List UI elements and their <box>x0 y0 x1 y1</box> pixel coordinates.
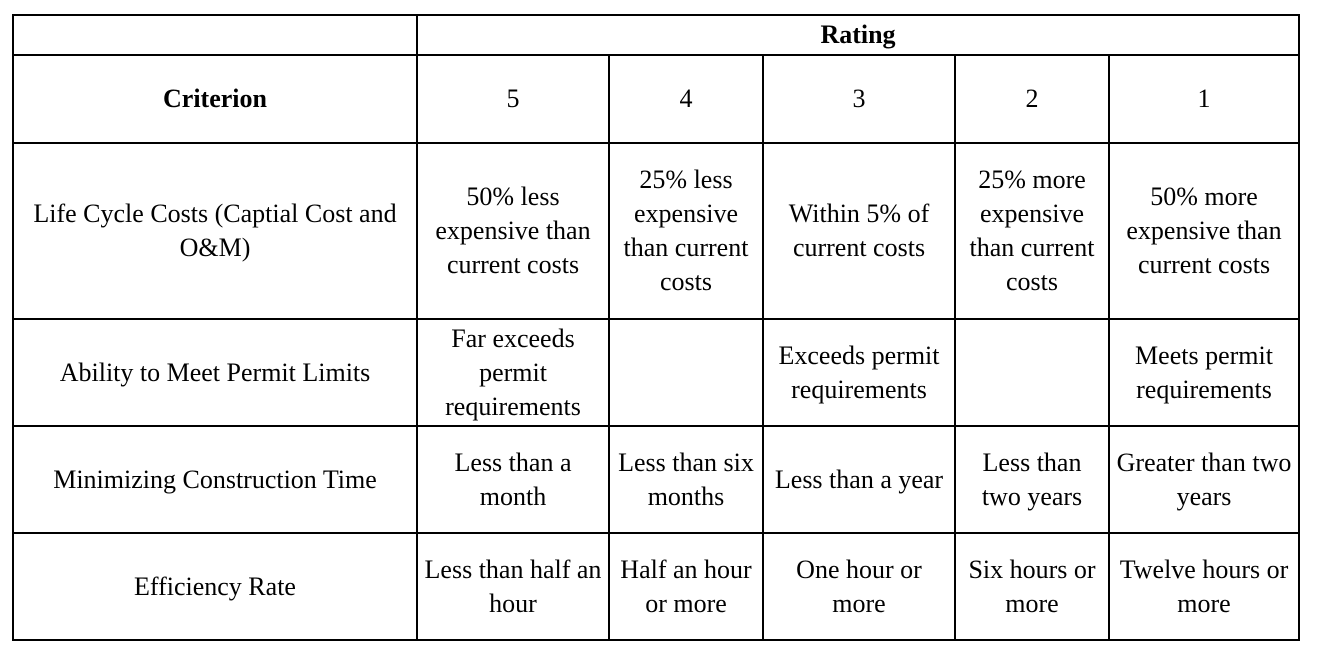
rating-value: 4 <box>608 54 764 144</box>
rating-criteria-table: Rating Criterion 5 4 3 2 1 Life Cycle Co… <box>12 14 1300 641</box>
criterion-cell: Ability to Meet Permit Limits <box>12 318 418 427</box>
criterion-cell: Minimizing Construction Time <box>12 425 418 534</box>
table-cell: Twelve hours or more <box>1108 532 1300 641</box>
table-row: Ability to Meet Permit Limits Far exceed… <box>12 318 1300 427</box>
table-row: Efficiency Rate Less than half an hour H… <box>12 532 1300 641</box>
table-cell: Less than six months <box>608 425 764 534</box>
criterion-header: Criterion <box>12 54 418 144</box>
table-cell: 25% more expensive than current costs <box>954 142 1110 320</box>
table-cell: Less than two years <box>954 425 1110 534</box>
table-cell <box>608 318 764 427</box>
criterion-cell: Life Cycle Costs (Captial Cost and O&M) <box>12 142 418 320</box>
table-cell: Greater than two years <box>1108 425 1300 534</box>
rating-values-row: Criterion 5 4 3 2 1 <box>12 54 1300 144</box>
table-cell: Half an hour or more <box>608 532 764 641</box>
table-cell <box>954 318 1110 427</box>
table-cell: Less than a month <box>416 425 610 534</box>
table-cell: Far exceeds permit requirements <box>416 318 610 427</box>
rating-value: 5 <box>416 54 610 144</box>
table-cell: One hour or more <box>762 532 956 641</box>
rating-value: 1 <box>1108 54 1300 144</box>
table-cell: Meets permit requirements <box>1108 318 1300 427</box>
table-cell: 25% less expensive than current costs <box>608 142 764 320</box>
criterion-cell: Efficiency Rate <box>12 532 418 641</box>
table-cell: Exceeds permit requirements <box>762 318 956 427</box>
rating-value: 2 <box>954 54 1110 144</box>
table-header-row: Rating <box>12 14 1300 56</box>
table-cell: 50% more expensive than current costs <box>1108 142 1300 320</box>
table-cell: Less than half an hour <box>416 532 610 641</box>
table-cell: Six hours or more <box>954 532 1110 641</box>
table-cell: Within 5% of current costs <box>762 142 956 320</box>
table-row: Life Cycle Costs (Captial Cost and O&M) … <box>12 142 1300 320</box>
rating-header: Rating <box>416 14 1300 56</box>
table-row: Minimizing Construction Time Less than a… <box>12 425 1300 534</box>
table-cell: 50% less expensive than current costs <box>416 142 610 320</box>
empty-corner-cell <box>12 14 418 56</box>
rating-value: 3 <box>762 54 956 144</box>
table-cell: Less than a year <box>762 425 956 534</box>
